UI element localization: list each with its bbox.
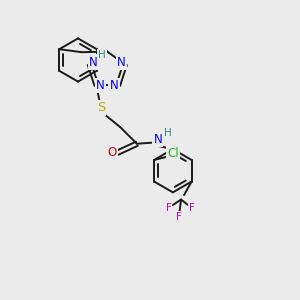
Text: F: F: [189, 203, 194, 213]
Text: N: N: [154, 133, 162, 146]
Text: H: H: [164, 128, 171, 138]
Text: S: S: [97, 101, 105, 114]
Text: N: N: [96, 79, 105, 92]
Text: Cl: Cl: [167, 147, 178, 161]
Text: N: N: [110, 79, 118, 92]
Text: O: O: [107, 146, 117, 159]
Text: H: H: [98, 50, 106, 60]
Text: N: N: [89, 56, 98, 69]
Text: F: F: [166, 203, 171, 213]
Text: N: N: [117, 56, 126, 69]
Text: F: F: [176, 212, 182, 222]
